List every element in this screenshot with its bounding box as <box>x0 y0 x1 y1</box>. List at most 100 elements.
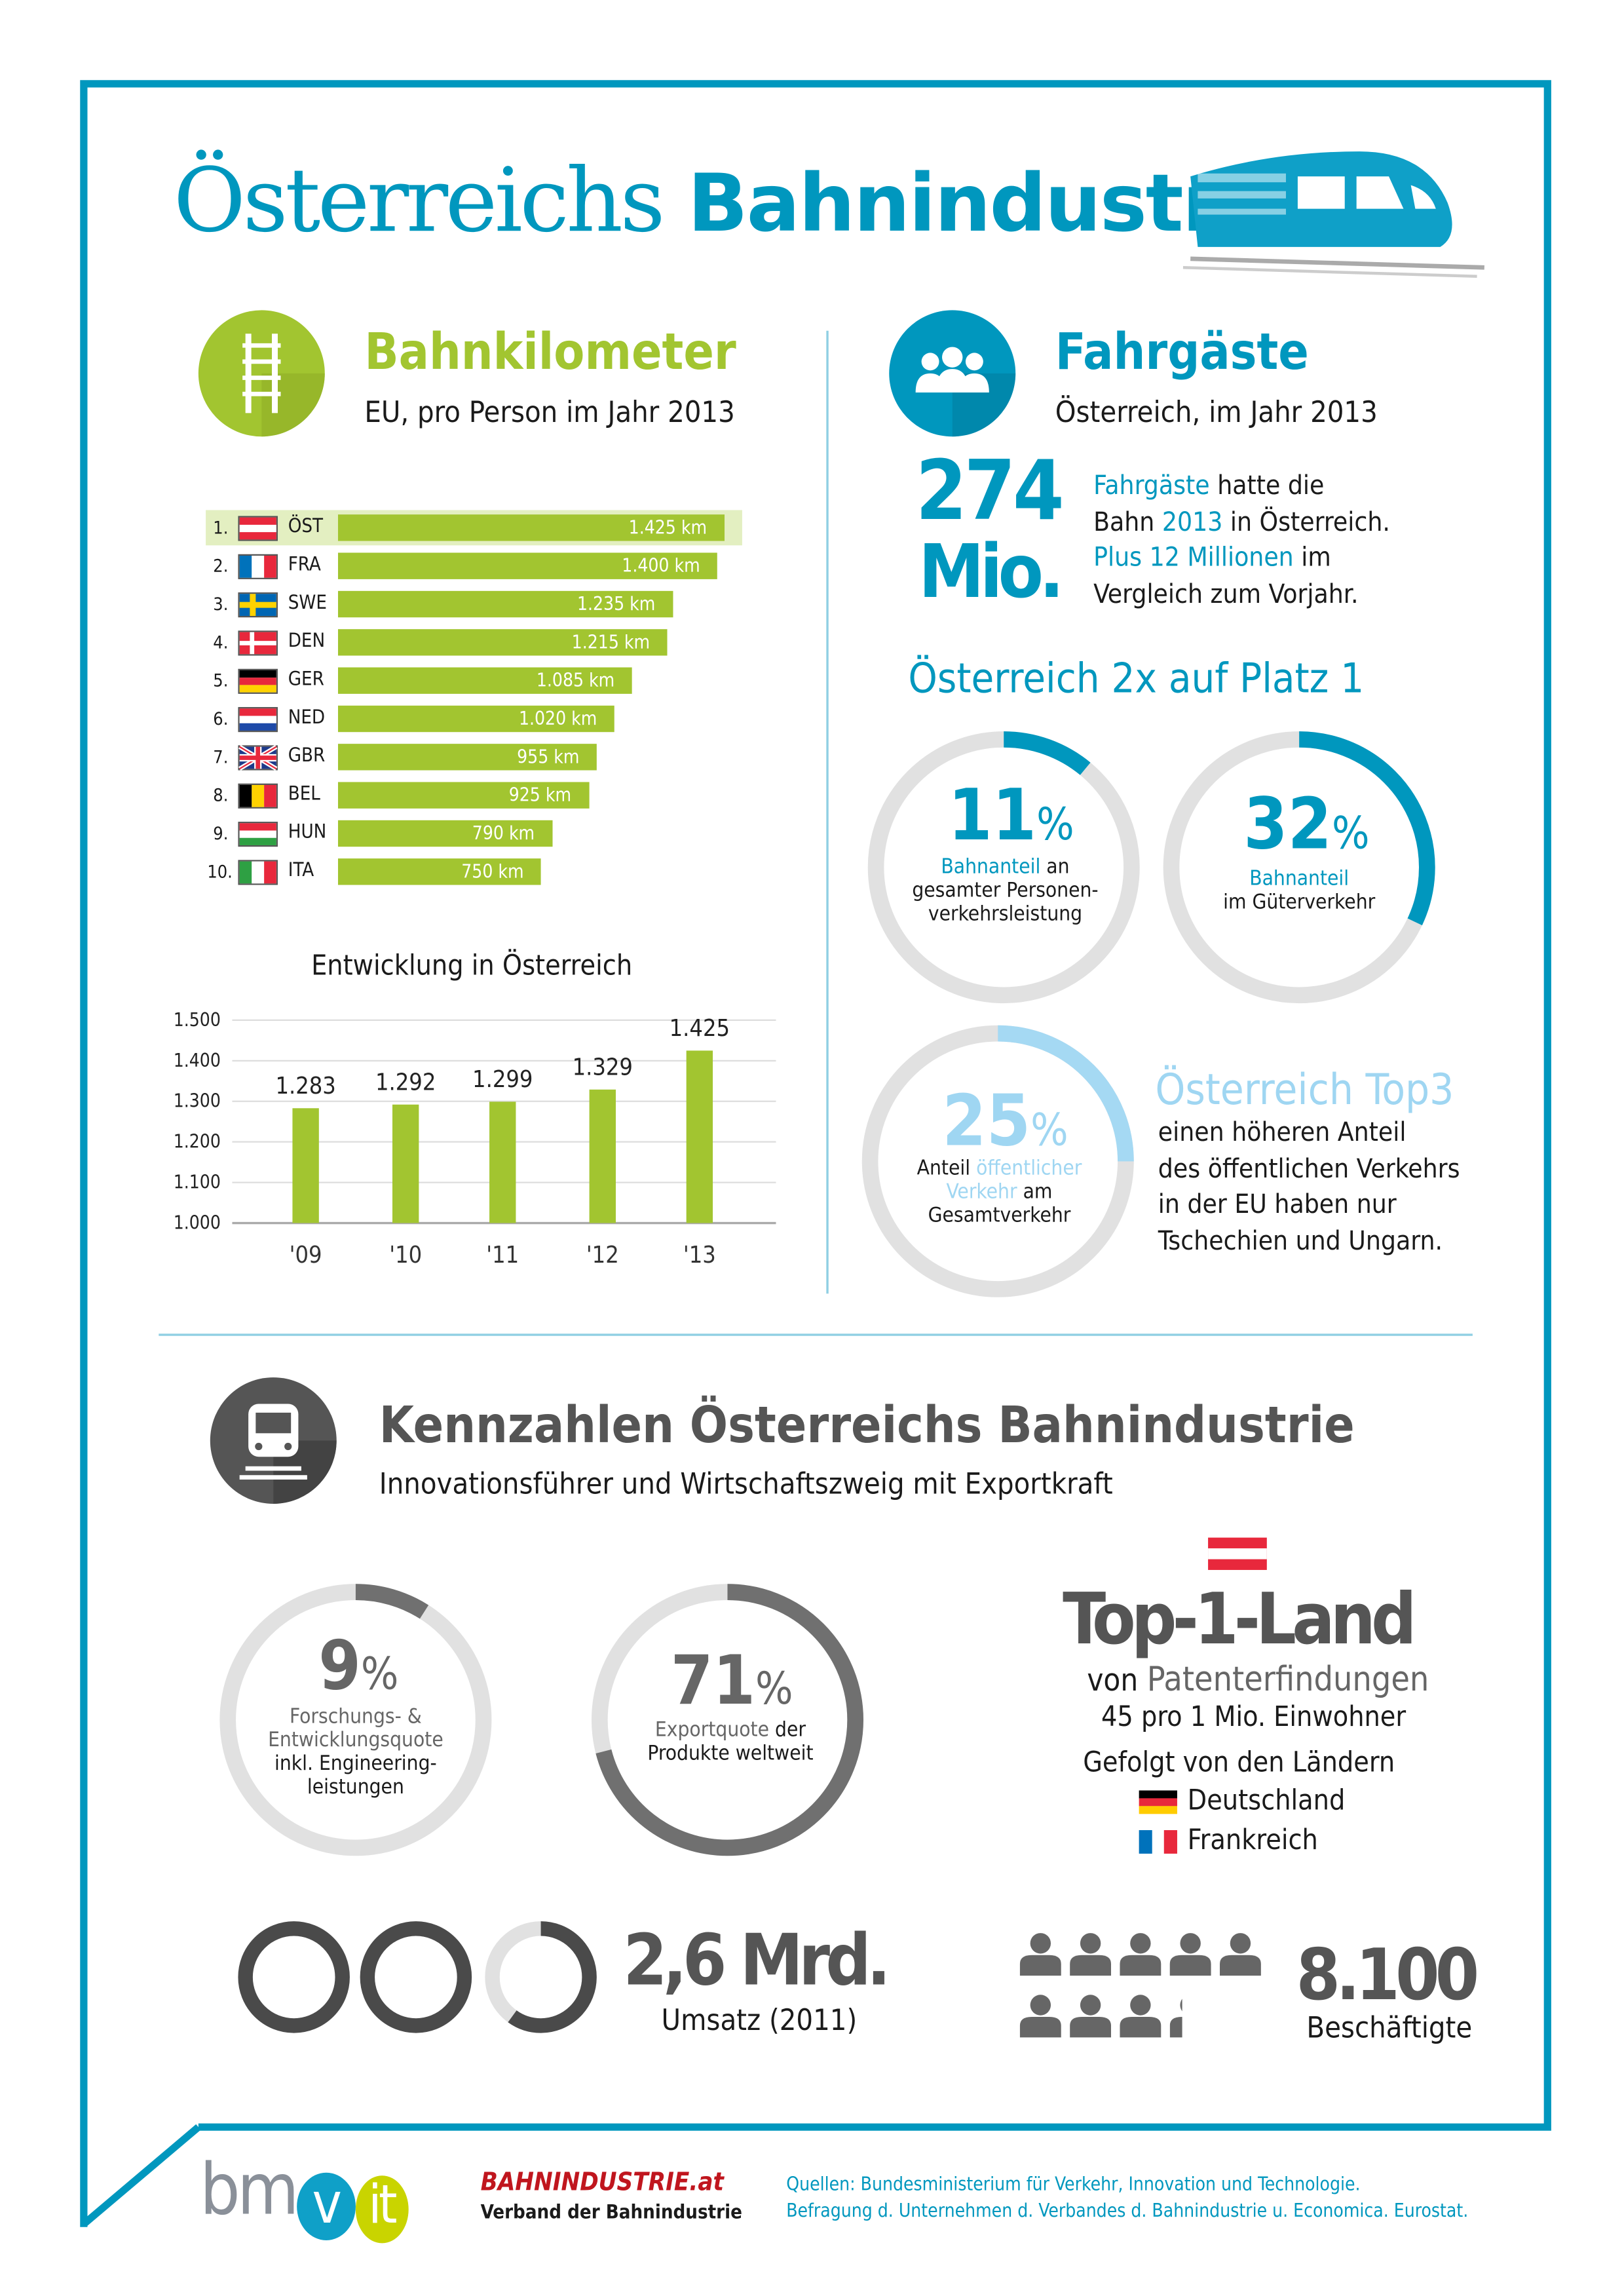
label: der <box>769 1718 806 1742</box>
umsatz-label: Umsatz (2011) <box>661 2002 858 2038</box>
person-body <box>1070 1955 1112 1976</box>
person-head <box>1180 1933 1201 1954</box>
label: leistungen <box>307 1776 404 1799</box>
text-highlight: Plus 12 Millionen <box>1093 542 1294 573</box>
top3-text: einen höheren Anteil des öffentlichen Ve… <box>1158 1116 1460 1261</box>
ring-25-label: Anteil öffentlicher Verkehr am Gesamtver… <box>917 1157 1082 1228</box>
ring-32-label: Bahnanteil im Güterverkehr <box>1223 868 1375 915</box>
bahnindustrie-logo: BAHNINDUSTRIE.at <box>480 2168 724 2198</box>
top1-heading: Top-1-Land <box>1063 1578 1416 1662</box>
ring-71-value: 71% <box>671 1643 793 1727</box>
country-code: GBR <box>288 745 326 768</box>
label: gesamter Personen- <box>912 879 1099 903</box>
bar: 790 km <box>337 820 553 847</box>
value: 71 <box>670 1640 756 1720</box>
entwicklung-title: Entwicklung in Österreich <box>311 949 633 982</box>
flag-den-icon <box>238 630 278 656</box>
person-icon <box>1169 1999 1182 2038</box>
ring-9-label: Forschungs- & Entwicklungsquote inkl. En… <box>268 1705 444 1799</box>
person-head <box>1230 1933 1251 1954</box>
ring-71-label: Exportquote der Produkte weltweit <box>647 1719 813 1766</box>
rank-label: 7. <box>213 746 229 768</box>
person-icon <box>1120 1995 1161 2038</box>
percent-sign: % <box>1332 808 1370 860</box>
bar <box>489 1101 516 1223</box>
ring-71-progress <box>591 1584 863 1856</box>
y-tick-label: 1.100 <box>174 1172 221 1193</box>
person-body <box>1120 2016 1161 2038</box>
text: im <box>1293 542 1331 573</box>
bar-value-label: 1.020 km <box>518 707 597 729</box>
ring-25-progress <box>861 1025 1134 1297</box>
y-tick-label: 1.500 <box>174 1009 221 1031</box>
value: 32 <box>1243 783 1332 866</box>
person-body <box>1169 2016 1182 2038</box>
ring-32-progress <box>1163 731 1435 1004</box>
country-code: ÖST <box>288 516 324 539</box>
bar-value-label: 1.329 <box>573 1054 633 1081</box>
y-tick-label: 1.400 <box>174 1050 221 1071</box>
bar-value-label: 955 km <box>517 745 580 768</box>
bar-value-label: 1.425 <box>670 1015 730 1042</box>
ring-11-value: 11% <box>948 779 1074 863</box>
bar-value-label: 925 km <box>508 783 572 806</box>
bar-value-label: 1.425 km <box>628 516 708 539</box>
verband-name: Verband der Bahnindustrie <box>480 2202 742 2225</box>
people-group-icon <box>889 310 1016 437</box>
flag-bel-icon <box>238 783 278 809</box>
label-highlight: öffentlicher <box>976 1157 1082 1181</box>
label-highlight: Bahnanteil <box>941 855 1041 879</box>
person-body <box>1019 1955 1061 1976</box>
rank-label: 5. <box>213 670 229 691</box>
kennzahlen-title: Kennzahlen Österreichs Bahnindustrie <box>379 1396 1355 1455</box>
label: Anteil <box>916 1157 977 1181</box>
label: an <box>1040 855 1070 879</box>
person-head <box>1080 1995 1101 2016</box>
ring-32-value: 32% <box>1243 788 1369 871</box>
x-tick-label: '10 <box>389 1242 422 1269</box>
text-gray: Patenterfindungen <box>1146 1661 1429 1700</box>
bar <box>392 1104 419 1223</box>
passenger-count: 274 <box>915 444 1065 540</box>
flag-fra-icon <box>238 554 278 579</box>
passenger-unit: Mio. <box>918 529 1065 615</box>
train-front-icon <box>210 1377 337 1504</box>
fahrgaeste-subtitle: Österreich, im Jahr 2013 <box>1055 394 1378 430</box>
text: Bahn <box>1093 506 1162 537</box>
bar-value-label: 1.400 km <box>622 554 700 577</box>
y-tick-label: 1.200 <box>174 1131 221 1153</box>
top1-line1: von Patenterfindungen <box>1087 1661 1429 1699</box>
country-code: DEN <box>288 630 326 653</box>
country-code: FRA <box>288 554 321 577</box>
text: in Österreich. <box>1222 506 1390 537</box>
text-line: des öffentlichen Verkehrs <box>1158 1153 1460 1185</box>
top1-line2: 45 pro 1 Mio. Einwohner <box>1101 1700 1407 1733</box>
person-head <box>1130 1995 1151 2016</box>
text-highlight: Fahrgäste <box>1093 470 1210 501</box>
person-icon <box>1220 1933 1261 1976</box>
bar: 1.400 km <box>337 552 718 579</box>
person-icon <box>1169 1933 1211 1976</box>
bar: 925 km <box>337 782 589 809</box>
y-tick-label: 1.000 <box>174 1212 221 1233</box>
text: Vergleich zum Vorjahr. <box>1093 578 1359 609</box>
value: 25 <box>942 1080 1031 1163</box>
person-icon <box>1019 1995 1061 2038</box>
bar-value-label: 790 km <box>472 822 535 844</box>
bar: 1.215 km <box>337 629 668 656</box>
percent-sign: % <box>1036 799 1074 851</box>
kennzahlen-subtitle: Innovationsführer und Wirtschaftszweig m… <box>379 1465 1113 1501</box>
beschaeftigte-label: Beschäftigte <box>1306 2009 1473 2045</box>
rank-label: 8. <box>213 784 229 806</box>
entwicklung-chart: 1.000 1.100 1.200 1.300 1.400 1.500 1.283 '09 1.… <box>174 1009 776 1269</box>
bar: 750 km <box>337 858 542 885</box>
bahnkilometer-title: Bahnkilometer <box>364 323 736 383</box>
percent-sign: % <box>1030 1105 1068 1157</box>
flag-gbr-icon <box>238 744 278 771</box>
umsatz-value: 2,6 Mrd. <box>623 1919 891 2002</box>
bar-value-label: 1.215 km <box>571 630 651 653</box>
rank-label: 1. <box>213 517 229 539</box>
person-icon <box>1120 1933 1161 1976</box>
